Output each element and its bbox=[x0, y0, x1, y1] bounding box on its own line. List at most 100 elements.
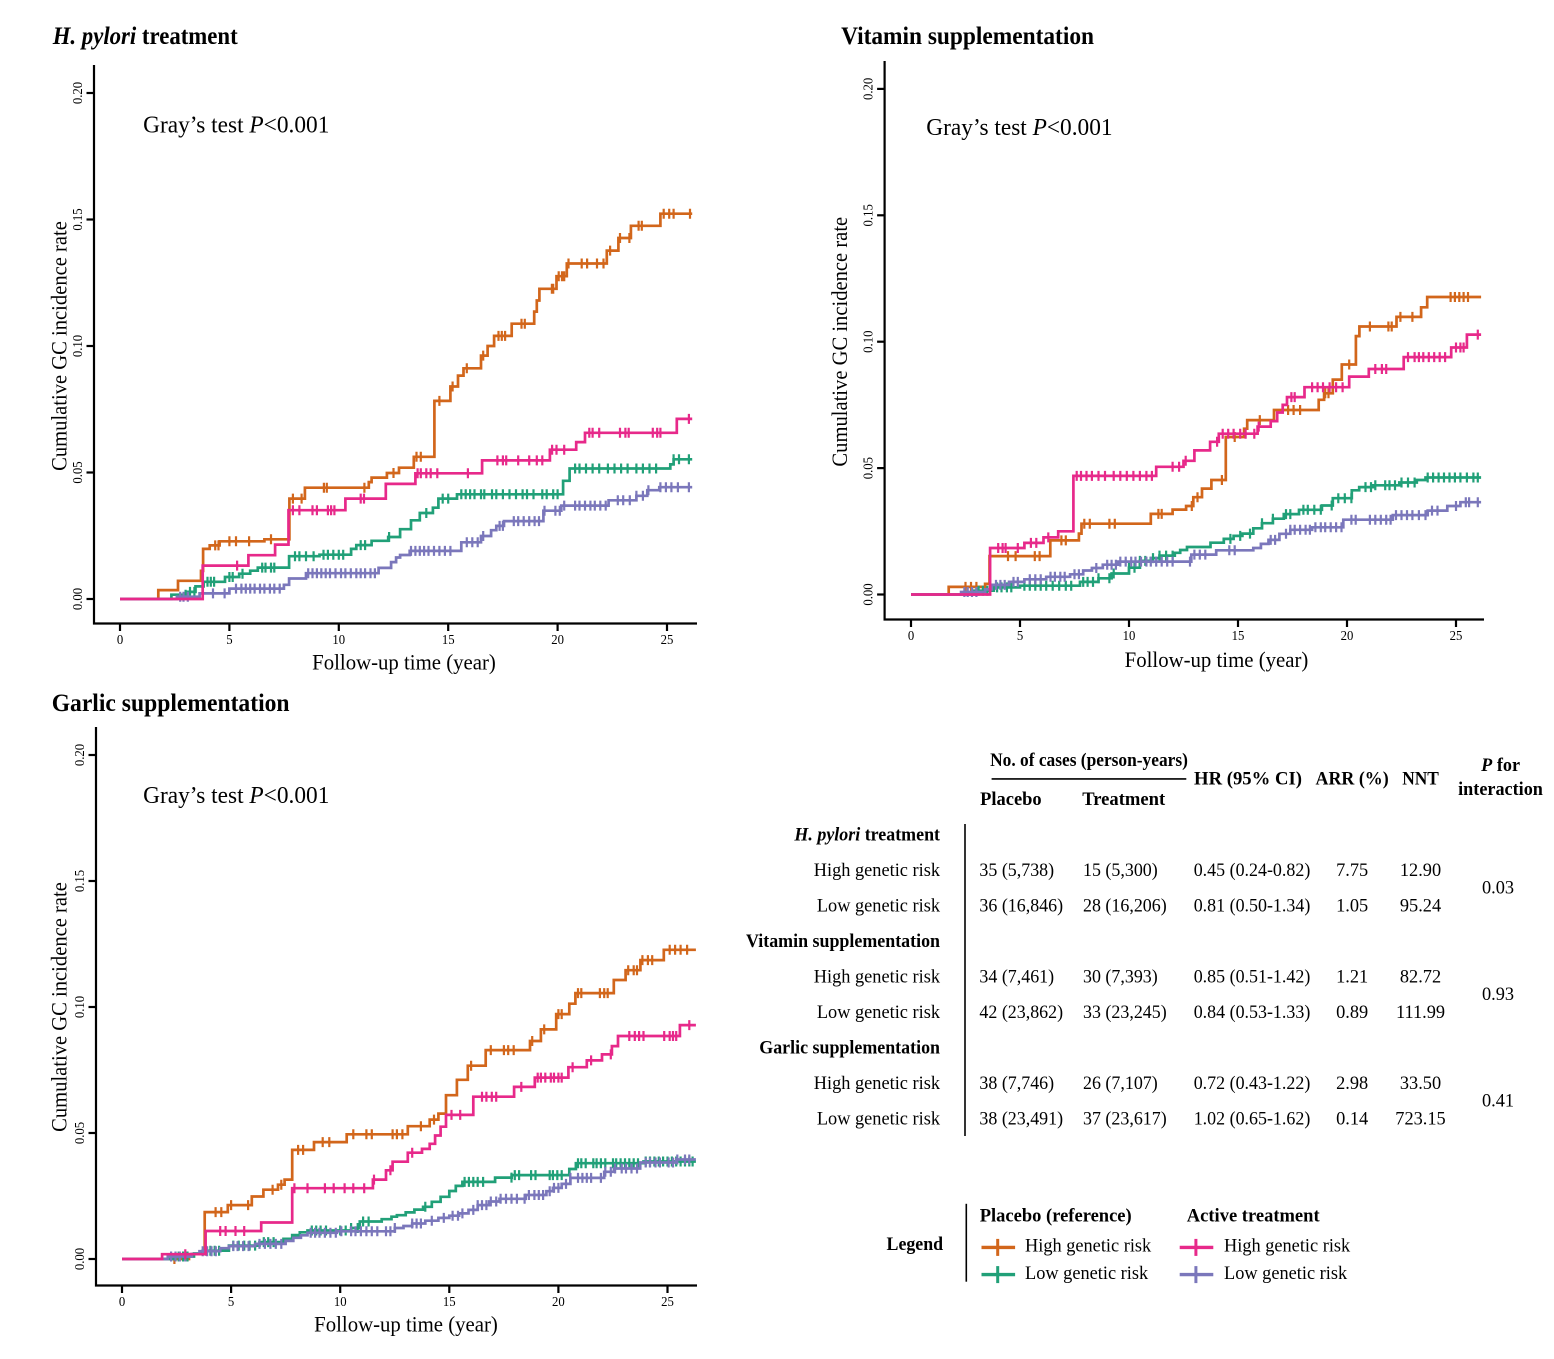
svg-text:10: 10 bbox=[332, 631, 345, 647]
svg-text:5: 5 bbox=[1017, 627, 1024, 643]
svg-text:Cumulative GC incidence rate: Cumulative GC incidence rate bbox=[47, 882, 72, 1132]
svg-text:20: 20 bbox=[552, 1293, 565, 1309]
svg-text:5: 5 bbox=[226, 631, 233, 647]
svg-text:33.50: 33.50 bbox=[1400, 1072, 1441, 1094]
svg-text:Active treatment: Active treatment bbox=[1187, 1205, 1320, 1226]
svg-text:0.93: 0.93 bbox=[1482, 984, 1514, 1006]
svg-text:1.21: 1.21 bbox=[1336, 966, 1368, 988]
svg-text:15: 15 bbox=[443, 1293, 456, 1309]
svg-text:0.85 (0.51-1.42): 0.85 (0.51-1.42) bbox=[1194, 966, 1311, 988]
svg-text:35 (5,738): 35 (5,738) bbox=[979, 859, 1054, 881]
svg-text:Garlic supplementation: Garlic supplementation bbox=[52, 690, 290, 718]
svg-text:2.98: 2.98 bbox=[1336, 1072, 1368, 1094]
svg-text:Placebo (reference): Placebo (reference) bbox=[980, 1205, 1132, 1226]
svg-text:High genetic risk: High genetic risk bbox=[1025, 1235, 1152, 1257]
svg-text:34 (7,461): 34 (7,461) bbox=[979, 966, 1054, 988]
svg-text:0.05: 0.05 bbox=[71, 1122, 87, 1145]
svg-text:H. pylori treatment: H. pylori treatment bbox=[52, 23, 238, 50]
svg-text:7.75: 7.75 bbox=[1336, 859, 1368, 881]
svg-text:No. of cases (person-years): No. of cases (person-years) bbox=[990, 749, 1188, 771]
svg-text:38 (7,746): 38 (7,746) bbox=[979, 1072, 1054, 1094]
svg-text:111.99: 111.99 bbox=[1396, 1001, 1445, 1023]
svg-text:0.20: 0.20 bbox=[860, 77, 876, 100]
svg-text:0.84 (0.53-1.33): 0.84 (0.53-1.33) bbox=[1194, 1001, 1311, 1023]
svg-text:36 (16,846): 36 (16,846) bbox=[979, 895, 1063, 917]
svg-text:Treatment: Treatment bbox=[1082, 789, 1166, 810]
svg-text:High genetic risk: High genetic risk bbox=[814, 1072, 941, 1094]
svg-text:42 (23,862): 42 (23,862) bbox=[979, 1001, 1063, 1023]
svg-text:Cumulative GC incidence rate: Cumulative GC incidence rate bbox=[47, 221, 72, 471]
svg-text:10: 10 bbox=[334, 1293, 347, 1309]
svg-text:0.14: 0.14 bbox=[1336, 1108, 1369, 1130]
svg-text:Low genetic risk: Low genetic risk bbox=[817, 895, 941, 917]
svg-text:0.72 (0.43-1.22): 0.72 (0.43-1.22) bbox=[1194, 1072, 1311, 1094]
svg-text:Gray’s test P<0.001: Gray’s test P<0.001 bbox=[926, 115, 1112, 142]
svg-text:38 (23,491): 38 (23,491) bbox=[979, 1108, 1063, 1130]
svg-text:30 (7,393): 30 (7,393) bbox=[1083, 966, 1158, 988]
svg-text:0.89: 0.89 bbox=[1336, 1001, 1368, 1023]
svg-text:H. pylori treatment: H. pylori treatment bbox=[793, 824, 940, 846]
svg-text:5: 5 bbox=[228, 1293, 235, 1309]
svg-text:0.20: 0.20 bbox=[71, 744, 87, 767]
svg-text:High genetic risk: High genetic risk bbox=[1224, 1235, 1351, 1257]
svg-text:95.24: 95.24 bbox=[1400, 895, 1442, 917]
svg-text:0: 0 bbox=[908, 627, 915, 643]
svg-text:0: 0 bbox=[117, 631, 124, 647]
svg-text:High genetic risk: High genetic risk bbox=[814, 966, 941, 988]
svg-text:0.03: 0.03 bbox=[1482, 877, 1514, 899]
svg-text:0.05: 0.05 bbox=[860, 457, 876, 480]
svg-text:Low genetic risk: Low genetic risk bbox=[817, 1108, 941, 1130]
svg-text:0.15: 0.15 bbox=[71, 870, 87, 893]
svg-text:28 (16,206): 28 (16,206) bbox=[1083, 895, 1167, 917]
svg-text:0.45 (0.24-0.82): 0.45 (0.24-0.82) bbox=[1194, 859, 1311, 881]
svg-text:Vitamin supplementation: Vitamin supplementation bbox=[746, 930, 941, 952]
svg-text:Vitamin supplementation: Vitamin supplementation bbox=[841, 22, 1094, 50]
svg-text:Cumulative GC incidence rate: Cumulative GC incidence rate bbox=[827, 217, 852, 467]
svg-text:interaction: interaction bbox=[1458, 779, 1543, 801]
svg-text:0.00: 0.00 bbox=[71, 1248, 87, 1271]
svg-text:723.15: 723.15 bbox=[1395, 1108, 1445, 1130]
svg-text:0.10: 0.10 bbox=[69, 335, 85, 358]
svg-text:ARR (%): ARR (%) bbox=[1316, 768, 1389, 790]
svg-text:P for: P for bbox=[1480, 755, 1520, 777]
svg-text:0.10: 0.10 bbox=[71, 996, 87, 1019]
svg-text:NNT: NNT bbox=[1402, 768, 1439, 789]
svg-text:25: 25 bbox=[661, 1293, 674, 1309]
svg-text:Follow-up time (year): Follow-up time (year) bbox=[314, 1312, 498, 1337]
svg-text:1.05: 1.05 bbox=[1336, 895, 1368, 917]
svg-text:82.72: 82.72 bbox=[1400, 966, 1441, 988]
svg-text:Low genetic risk: Low genetic risk bbox=[817, 1001, 941, 1023]
svg-text:15 (5,300): 15 (5,300) bbox=[1083, 859, 1158, 881]
svg-text:25: 25 bbox=[1450, 627, 1463, 643]
svg-text:10: 10 bbox=[1123, 627, 1136, 643]
svg-text:26 (7,107): 26 (7,107) bbox=[1083, 1072, 1158, 1094]
svg-text:Placebo: Placebo bbox=[980, 788, 1042, 809]
svg-text:High genetic risk: High genetic risk bbox=[814, 859, 941, 881]
svg-text:Low genetic risk: Low genetic risk bbox=[1224, 1262, 1348, 1284]
svg-text:Follow-up time (year): Follow-up time (year) bbox=[1125, 647, 1309, 672]
svg-text:Gray’s test P<0.001: Gray’s test P<0.001 bbox=[143, 783, 329, 810]
svg-text:0.15: 0.15 bbox=[860, 204, 876, 227]
svg-text:20: 20 bbox=[1341, 627, 1354, 643]
svg-text:Garlic supplementation: Garlic supplementation bbox=[759, 1037, 940, 1059]
svg-text:0.00: 0.00 bbox=[860, 583, 876, 606]
svg-text:0.10: 0.10 bbox=[860, 330, 876, 353]
svg-text:0.05: 0.05 bbox=[69, 461, 85, 484]
svg-text:15: 15 bbox=[442, 631, 455, 647]
svg-text:0.00: 0.00 bbox=[69, 588, 85, 611]
svg-text:Low genetic risk: Low genetic risk bbox=[1025, 1262, 1149, 1284]
svg-text:Gray’s test P<0.001: Gray’s test P<0.001 bbox=[143, 112, 329, 139]
svg-text:0.20: 0.20 bbox=[69, 82, 85, 105]
svg-text:25: 25 bbox=[661, 631, 674, 647]
svg-text:37 (23,617): 37 (23,617) bbox=[1083, 1108, 1167, 1130]
svg-text:1.02 (0.65-1.62): 1.02 (0.65-1.62) bbox=[1194, 1108, 1311, 1130]
svg-text:12.90: 12.90 bbox=[1400, 859, 1441, 881]
svg-text:33 (23,245): 33 (23,245) bbox=[1083, 1001, 1167, 1023]
svg-text:15: 15 bbox=[1232, 627, 1245, 643]
svg-text:0.41: 0.41 bbox=[1482, 1090, 1514, 1112]
svg-text:0: 0 bbox=[119, 1293, 126, 1309]
svg-text:Follow-up time (year): Follow-up time (year) bbox=[312, 650, 496, 675]
svg-text:HR (95% CI): HR (95% CI) bbox=[1194, 768, 1302, 789]
svg-text:0.15: 0.15 bbox=[69, 208, 85, 231]
svg-text:20: 20 bbox=[551, 631, 564, 647]
